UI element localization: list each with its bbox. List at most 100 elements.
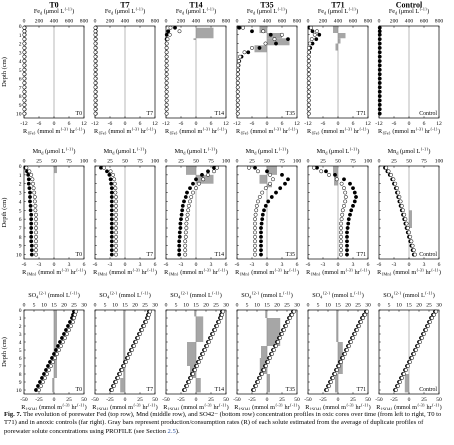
data-point-open	[136, 336, 140, 340]
data-point-open	[334, 177, 339, 182]
bottom-tick-label: 25	[350, 397, 356, 403]
data-point-filled	[346, 217, 351, 222]
top-axis-title: Mnd (μmol L{-1})	[175, 147, 218, 156]
data-point-open	[253, 252, 257, 257]
bottom-tick-label: 12	[436, 121, 442, 127]
bottom-tick-label: 0	[195, 121, 198, 127]
data-point-filled	[191, 181, 195, 186]
data-point-open	[343, 190, 348, 195]
data-point-filled	[194, 177, 198, 182]
top-tick-label: 600	[65, 19, 74, 25]
top-tick-label: 0	[236, 303, 239, 309]
data-point-open	[340, 212, 345, 217]
data-point-filled	[333, 172, 337, 177]
data-point-filled	[177, 243, 182, 248]
data-point-open	[260, 190, 265, 195]
data-point-open	[22, 81, 27, 85]
bottom-tick-label: 12	[152, 121, 158, 127]
bottom-tick-label: 0	[408, 262, 411, 268]
bottom-axis-title: R{SO4} (mmol m{-3} hr{-1})	[234, 403, 299, 410]
data-point-open	[93, 72, 98, 77]
bottom-tick-label: 6	[210, 121, 213, 127]
top-tick-label: 0	[378, 303, 381, 309]
data-point-open	[108, 169, 113, 174]
data-point-open	[138, 332, 142, 336]
data-point-open	[242, 50, 247, 55]
rate-bar	[193, 38, 196, 41]
data-point-filled	[342, 177, 346, 182]
data-point-open	[312, 32, 317, 37]
data-point-open	[203, 348, 207, 352]
panel-mn-t35: Mnd (μmol L{-1}) 0 25 50 75 100 T35 -6 -3 0 3 6R{Mn…	[235, 147, 302, 277]
data-point-open	[183, 239, 188, 244]
data-point-filled	[259, 221, 264, 226]
data-point-open	[274, 344, 278, 348]
data-point-filled	[345, 248, 349, 253]
data-point-open	[365, 309, 369, 314]
data-point-open	[391, 177, 396, 182]
top-tick-label: 25	[71, 303, 77, 309]
data-point-open	[112, 181, 117, 186]
data-point-open	[33, 208, 38, 213]
chart-row-so4: Depth (cm)SO4{2-} (mmol L{-1})0 5 10 15 20 25…	[1, 291, 442, 410]
data-point-filled	[206, 169, 210, 174]
data-point-open	[306, 59, 311, 63]
data-point-filled	[377, 111, 382, 116]
top-axis-title: Mnd (μmol L{-1})	[104, 147, 147, 156]
bottom-tick-label: 0	[337, 262, 340, 268]
data-point-open	[72, 316, 76, 320]
top-tick-label: 5	[388, 303, 391, 309]
panel-label: T14	[215, 111, 224, 117]
bottom-tick-label: -50	[91, 397, 99, 403]
data-point-open	[34, 226, 38, 230]
data-point-open	[93, 107, 98, 112]
data-point-open	[93, 59, 98, 63]
bottom-tick-label: -6	[250, 121, 255, 127]
data-point-filled	[278, 186, 283, 191]
column-header-control: Control	[396, 1, 423, 10]
data-point-open	[263, 186, 268, 191]
panel-label: T0	[76, 111, 83, 117]
top-tick-label: 0	[165, 303, 168, 309]
data-point-filled	[286, 177, 290, 182]
bottom-tick-label: -3	[250, 262, 255, 268]
data-point-open	[22, 89, 27, 94]
data-point-filled	[259, 226, 263, 230]
bottom-tick-label: -12	[375, 121, 383, 127]
top-tick-label: 200	[35, 19, 44, 25]
data-point-open	[47, 368, 51, 372]
data-point-filled	[377, 29, 382, 34]
data-point-open	[32, 190, 37, 195]
data-point-open	[114, 234, 118, 239]
data-point-open	[221, 309, 225, 314]
data-point-filled	[274, 41, 278, 46]
y-tick-label: 8	[19, 94, 22, 100]
data-point-filled	[29, 212, 34, 217]
data-point-open	[424, 328, 428, 332]
data-point-filled	[354, 195, 358, 199]
data-point-filled	[109, 239, 114, 244]
data-point-filled	[109, 226, 114, 230]
data-point-open	[93, 81, 98, 85]
data-point-open	[183, 234, 188, 239]
data-point-open	[337, 364, 341, 368]
panel-label: Control	[419, 252, 437, 258]
top-tick-label: 5	[246, 303, 249, 309]
data-point-open	[183, 243, 188, 248]
data-point-open	[268, 356, 272, 360]
data-point-filled	[286, 37, 290, 42]
bottom-tick-label: 0	[53, 397, 56, 403]
bottom-tick-label: 50	[365, 397, 371, 403]
top-tick-label: 25	[284, 303, 290, 309]
y-tick-label: 8	[19, 235, 22, 241]
top-tick-label: 25	[213, 303, 219, 309]
data-point-open	[22, 37, 27, 42]
caption-section-link[interactable]: 2.5	[167, 427, 176, 435]
data-point-open	[93, 41, 98, 46]
bottom-tick-label: -25	[177, 397, 185, 403]
data-point-open	[189, 195, 194, 199]
y-tick-label: 1	[19, 33, 22, 39]
data-point-filled	[29, 252, 34, 257]
y-tick-label: 8	[19, 372, 22, 378]
data-point-open	[114, 195, 118, 199]
